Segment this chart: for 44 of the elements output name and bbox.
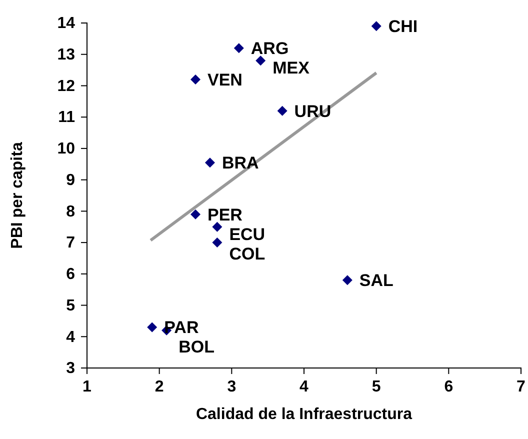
y-tick-label: 14 bbox=[57, 15, 76, 32]
x-tick-label: 1 bbox=[82, 378, 92, 396]
annotation: PER bbox=[208, 205, 242, 224]
point bbox=[212, 238, 222, 248]
x-tick-label: 2 bbox=[154, 378, 164, 396]
point bbox=[190, 209, 200, 220]
annotation: BOL bbox=[178, 337, 214, 356]
annotation: MEX bbox=[272, 58, 310, 78]
y-tick-label: 5 bbox=[66, 297, 76, 314]
annotation: URU bbox=[294, 102, 332, 121]
y-tick-label: 6 bbox=[66, 266, 76, 284]
y-tick-label: 8 bbox=[66, 203, 76, 220]
x-tick-label: 6 bbox=[444, 378, 454, 396]
y-tick-label: 10 bbox=[57, 140, 76, 158]
point bbox=[147, 322, 158, 332]
y-tick-label: 11 bbox=[58, 109, 76, 126]
annotation: BRA bbox=[222, 154, 259, 173]
point bbox=[277, 106, 288, 116]
y-axis-title: PBI per capita bbox=[9, 142, 26, 249]
x-tick-label: 7 bbox=[516, 378, 526, 396]
annotation: VEN bbox=[208, 70, 242, 90]
annotation: CHI bbox=[388, 17, 418, 36]
x-axis-title: Calidad de la Infraestructura bbox=[196, 406, 412, 423]
annotation: COL bbox=[229, 244, 266, 264]
y-tick-label: 4 bbox=[66, 328, 76, 346]
x-tick-label: 5 bbox=[372, 378, 381, 396]
y-tick-label: 9 bbox=[66, 172, 76, 189]
x-tick-label: 4 bbox=[300, 378, 309, 396]
y-tick-label: 7 bbox=[66, 234, 76, 252]
annotation: PAR bbox=[164, 318, 199, 338]
annotation: ARG bbox=[250, 39, 289, 58]
annotation: ECU bbox=[229, 224, 266, 244]
y-tick-label: 12 bbox=[57, 78, 76, 95]
point bbox=[256, 56, 266, 66]
x-tick-label: 3 bbox=[227, 378, 236, 396]
annotation: SAL bbox=[359, 271, 394, 290]
point bbox=[371, 21, 382, 32]
point bbox=[204, 158, 215, 168]
point bbox=[212, 222, 222, 232]
y-tick-label: 3 bbox=[66, 360, 76, 378]
point bbox=[190, 74, 200, 84]
point bbox=[342, 275, 352, 286]
point bbox=[234, 43, 244, 54]
y-tick-label: 13 bbox=[57, 46, 76, 64]
